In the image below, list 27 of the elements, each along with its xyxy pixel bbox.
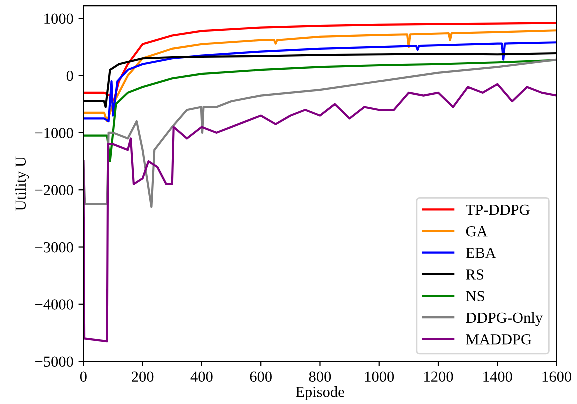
x-axis-title: Episode bbox=[296, 386, 344, 400]
legend-label: DDPG-Only bbox=[466, 312, 543, 326]
y-axis-title: Utility U bbox=[15, 156, 30, 211]
y-tick-label: −5000 bbox=[36, 356, 74, 368]
x-tick-label: 800 bbox=[309, 372, 332, 382]
x-tick-label: 200 bbox=[132, 372, 154, 382]
x-tick-label: 1200 bbox=[424, 372, 454, 382]
x-tick-label: 600 bbox=[250, 372, 272, 382]
y-tick-label: 1000 bbox=[44, 14, 74, 24]
x-tick-label: 1400 bbox=[484, 372, 512, 382]
x-tick-label: 0 bbox=[80, 372, 87, 382]
line-series bbox=[84, 83, 557, 343]
y-tick-label: −1000 bbox=[36, 128, 74, 138]
legend-label: EBA bbox=[466, 248, 496, 258]
legend-label: TP-DDPG bbox=[466, 204, 530, 216]
x-tick-label: 400 bbox=[190, 372, 213, 382]
y-tick-label: −2000 bbox=[36, 185, 74, 196]
y-tick-label: −3000 bbox=[36, 242, 74, 253]
x-tick-label: 1000 bbox=[365, 372, 394, 382]
line-series bbox=[84, 59, 557, 163]
legend-label: NS bbox=[466, 291, 484, 302]
legend-label: GA bbox=[466, 226, 488, 237]
legend-label: RS bbox=[466, 270, 484, 280]
y-tick-label: 0 bbox=[66, 70, 74, 82]
legend-label: MADDPG bbox=[466, 334, 532, 345]
x-tick-label: 1600 bbox=[542, 372, 572, 382]
y-tick-label: −4000 bbox=[36, 300, 74, 310]
